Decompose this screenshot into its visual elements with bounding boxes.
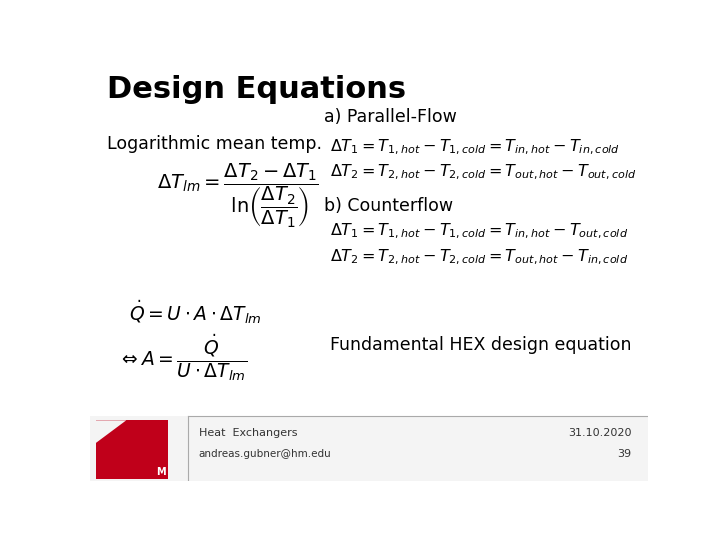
Text: $\Delta T_1 = T_{1,hot} - T_{1,cold} = T_{in,hot} - T_{out,cold}$: $\Delta T_1 = T_{1,hot} - T_{1,cold} = T… xyxy=(330,222,628,241)
Text: Heat  Exchangers: Heat Exchangers xyxy=(199,428,297,438)
Text: $\Delta T_2 = T_{2,hot} - T_{2,cold} = T_{out,hot} - T_{in,cold}$: $\Delta T_2 = T_{2,hot} - T_{2,cold} = T… xyxy=(330,248,628,267)
Text: M: M xyxy=(156,467,166,477)
Text: Fundamental HEX design equation: Fundamental HEX design equation xyxy=(330,336,631,354)
Text: $\dot{Q} = U \cdot A \cdot \Delta T_{lm}$: $\dot{Q} = U \cdot A \cdot \Delta T_{lm}… xyxy=(129,298,262,326)
Text: $\Leftrightarrow A = \dfrac{\dot{Q}}{U \cdot \Delta T_{lm}}$: $\Leftrightarrow A = \dfrac{\dot{Q}}{U \… xyxy=(118,333,247,383)
Text: andreas.gubner@hm.edu: andreas.gubner@hm.edu xyxy=(199,449,331,458)
Text: $\Delta T_1 = T_{1,hot} - T_{1,cold} = T_{in,hot} - T_{in,cold}$: $\Delta T_1 = T_{1,hot} - T_{1,cold} = T… xyxy=(330,138,620,157)
Polygon shape xyxy=(96,420,168,478)
Text: $\Delta T_2 = T_{2,hot} - T_{2,cold} = T_{out,hot} - T_{out,cold}$: $\Delta T_2 = T_{2,hot} - T_{2,cold} = T… xyxy=(330,163,636,182)
FancyBboxPatch shape xyxy=(90,416,648,481)
Text: a) Parallel-Flow: a) Parallel-Flow xyxy=(324,109,457,126)
Text: 31.10.2020: 31.10.2020 xyxy=(568,428,631,438)
Text: $\Delta T_{lm} = \dfrac{\Delta T_2 - \Delta T_1}{\ln\!\left(\dfrac{\Delta T_2}{\: $\Delta T_{lm} = \dfrac{\Delta T_2 - \De… xyxy=(157,161,319,230)
Text: Design Equations: Design Equations xyxy=(107,75,406,104)
Text: Logarithmic mean temp.: Logarithmic mean temp. xyxy=(107,136,322,153)
Polygon shape xyxy=(96,420,126,443)
Text: 39: 39 xyxy=(617,449,631,458)
Text: b) Counterflow: b) Counterflow xyxy=(324,197,454,215)
